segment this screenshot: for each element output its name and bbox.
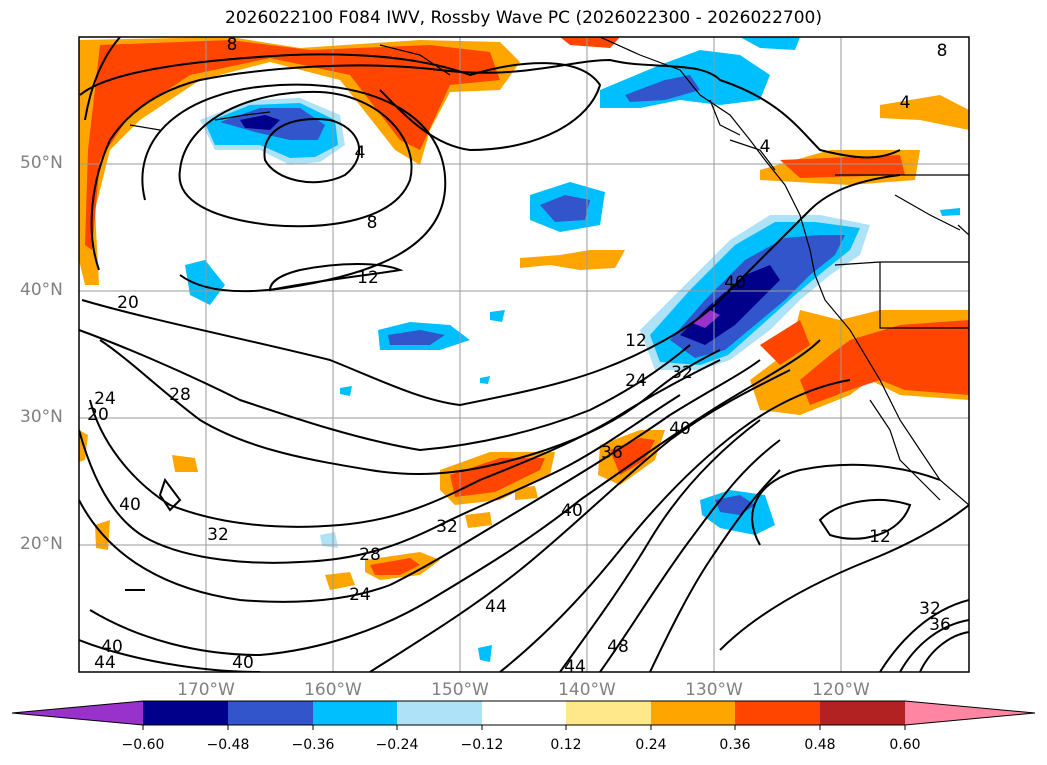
contour-label: 20 [117, 293, 139, 313]
lon-label-150w: 150°W [431, 680, 489, 700]
contour-label: 48 [607, 637, 629, 657]
colorbar-tick-label: 0.12 [550, 737, 582, 753]
contour-label: 8 [367, 213, 378, 233]
colorbar-tick-label: −0.60 [121, 737, 165, 753]
colorbar-tick-label: 0.48 [804, 737, 836, 753]
contour-label: 40 [119, 495, 141, 515]
contour-label: 12 [625, 331, 647, 351]
colorbar-segment [143, 701, 228, 725]
colorbar-tick-label: 0.36 [719, 737, 751, 753]
colorbar-segment [566, 701, 651, 725]
contour-label: 44 [485, 597, 507, 617]
contour-label: 40 [101, 637, 123, 657]
contour-label: 28 [359, 545, 381, 565]
colorbar [11, 700, 1036, 730]
colorbar-segment [482, 701, 566, 725]
contour-label: 32 [671, 363, 693, 383]
colorbar-segment [820, 701, 905, 725]
contour-lines [79, 37, 969, 672]
lon-label-130w: 130°W [685, 680, 743, 700]
contour-label: 12 [869, 527, 891, 547]
contour-label: 36 [929, 615, 951, 635]
lat-label-50n: 50°N [20, 153, 63, 173]
lon-label-170w: 170°W [177, 680, 235, 700]
colorbar-tick-label: −0.36 [291, 737, 335, 753]
contour-label: 44 [564, 657, 586, 677]
contour-label: 12 [357, 268, 379, 288]
contour-label: 44 [94, 653, 116, 673]
contour-label: 32 [436, 517, 458, 537]
lon-label-160w: 160°W [304, 680, 362, 700]
contour-label: 28 [169, 385, 191, 405]
map-title: 2026022100 F084 IWV, Rossby Wave PC (202… [225, 8, 822, 28]
colorbar-segment [397, 701, 482, 725]
contour-label: 24 [94, 389, 116, 409]
contour-label: 8 [227, 35, 238, 55]
colorbar-segment [228, 701, 313, 725]
colorbar-segment [735, 701, 820, 725]
contour-label: 40 [669, 419, 691, 439]
contour-label: 24 [349, 585, 371, 605]
colorbar-segment [12, 701, 143, 725]
contour-label: 20 [87, 405, 109, 425]
contour-label: 40 [561, 501, 583, 521]
contour-label: 8 [937, 41, 948, 61]
colorbar-tick-label: 0.24 [635, 737, 667, 753]
map-plot: 8 4 8 4 4 8 12 20 20 24 28 12 24 32 40 4… [78, 35, 970, 677]
colorbar-tick-label: −0.12 [460, 737, 504, 753]
graticule [79, 37, 969, 672]
contour-label: 36 [601, 443, 623, 463]
lon-label-120w: 120°W [812, 680, 870, 700]
contour-label: 4 [760, 137, 771, 157]
coastlines [129, 37, 969, 506]
contour-label: 32 [207, 525, 229, 545]
colorbar-tick-label: −0.24 [375, 737, 419, 753]
colorbar-segment [905, 701, 1035, 725]
contour-label: 4 [355, 143, 366, 163]
contour-label: 32 [919, 599, 941, 619]
contour-label: 24 [625, 371, 647, 391]
colorbar-segment [313, 701, 397, 725]
contour-label: 40 [232, 653, 254, 673]
colorbar-tick-label: 0.60 [889, 737, 921, 753]
lat-label-20n: 20°N [20, 534, 63, 554]
positive-anomaly-shading [79, 37, 969, 590]
contour-label: 4 [900, 93, 911, 113]
colorbar-tick-label: −0.48 [206, 737, 250, 753]
lat-label-40n: 40°N [20, 280, 63, 300]
colorbar-segment [651, 701, 735, 725]
plot-frame [78, 36, 970, 673]
lat-label-30n: 30°N [20, 407, 63, 427]
contour-label: 40 [724, 273, 746, 293]
lon-label-140w: 140°W [558, 680, 616, 700]
